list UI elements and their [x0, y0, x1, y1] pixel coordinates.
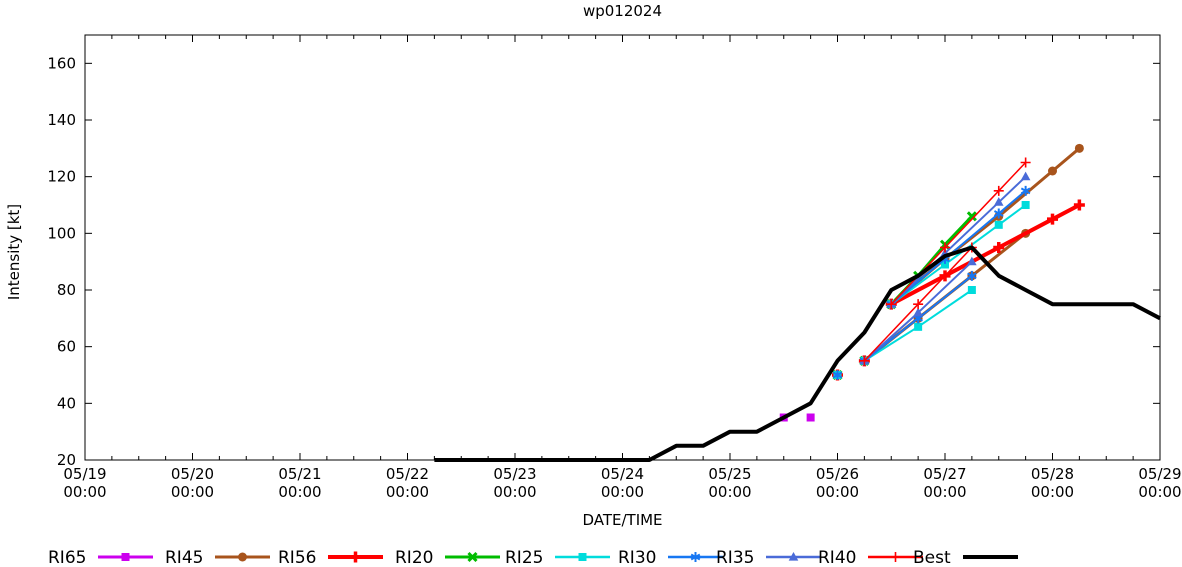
y-tick-label: 100 [47, 224, 76, 242]
legend-label: RI45 [165, 548, 203, 567]
y-tick-label: 60 [57, 338, 76, 356]
x-tick-label: 05/28 00:00 [1031, 465, 1074, 501]
x-tick-label: 05/20 00:00 [171, 465, 214, 501]
series-RI45 [859, 143, 1084, 366]
y-tick-label: 160 [47, 54, 76, 72]
y-tick-label: 80 [57, 281, 76, 299]
x-axis-label: DATE/TIME [582, 511, 663, 529]
legend: RI65 RI45 RI56 RI20 RI25 RI30 RI35 RI40 Best [48, 548, 1018, 567]
legend-entry-RI35: RI35 [716, 548, 821, 567]
legend-entry-RI65: RI65 [48, 548, 153, 567]
y-tick-label: 140 [47, 111, 76, 129]
chart-title: wp012024 [582, 2, 663, 20]
legend-entry-RI25: RI25 [505, 548, 610, 567]
legend-label: RI30 [618, 548, 656, 567]
x-tick-label: 05/21 00:00 [278, 465, 321, 501]
x-tick-label: 05/25 00:00 [708, 465, 751, 501]
y-tick-label: 120 [47, 168, 76, 186]
x-tick-label: 05/26 00:00 [816, 465, 859, 501]
series-RI56 [832, 199, 1085, 381]
y-tick-label: 40 [57, 394, 76, 412]
y-tick-label: 20 [57, 451, 76, 469]
legend-label: RI56 [278, 548, 316, 567]
legend-entry-RI30: RI30 [618, 548, 723, 567]
legend-label: Best [913, 548, 951, 567]
legend-entry-RI40: RI40 [818, 548, 923, 567]
series-Best [434, 245, 1161, 462]
x-tick-label: 05/24 00:00 [601, 465, 644, 501]
legend-entry-Best: Best [913, 548, 1018, 567]
legend-label: RI40 [818, 548, 856, 567]
x-tick-label: 05/23 00:00 [493, 465, 536, 501]
legend-entry-RI56: RI56 [278, 548, 383, 567]
x-tick-label: 05/19 00:00 [63, 465, 106, 501]
x-tick-label: 05/22 00:00 [386, 465, 429, 501]
legend-label: RI20 [395, 548, 433, 567]
legend-entry-RI20: RI20 [395, 548, 500, 567]
legend-label: RI35 [716, 548, 754, 567]
legend-entry-RI45: RI45 [165, 548, 270, 567]
axes: 20 40 60 80 100 120 140 160 05/19 00:00 05/20 00:00… [47, 34, 1182, 501]
legend-label: RI65 [48, 548, 86, 567]
x-tick-label: 05/27 00:00 [923, 465, 966, 501]
x-tick-label: 05/29 00:00 [1138, 465, 1181, 501]
legend-label: RI25 [505, 548, 543, 567]
